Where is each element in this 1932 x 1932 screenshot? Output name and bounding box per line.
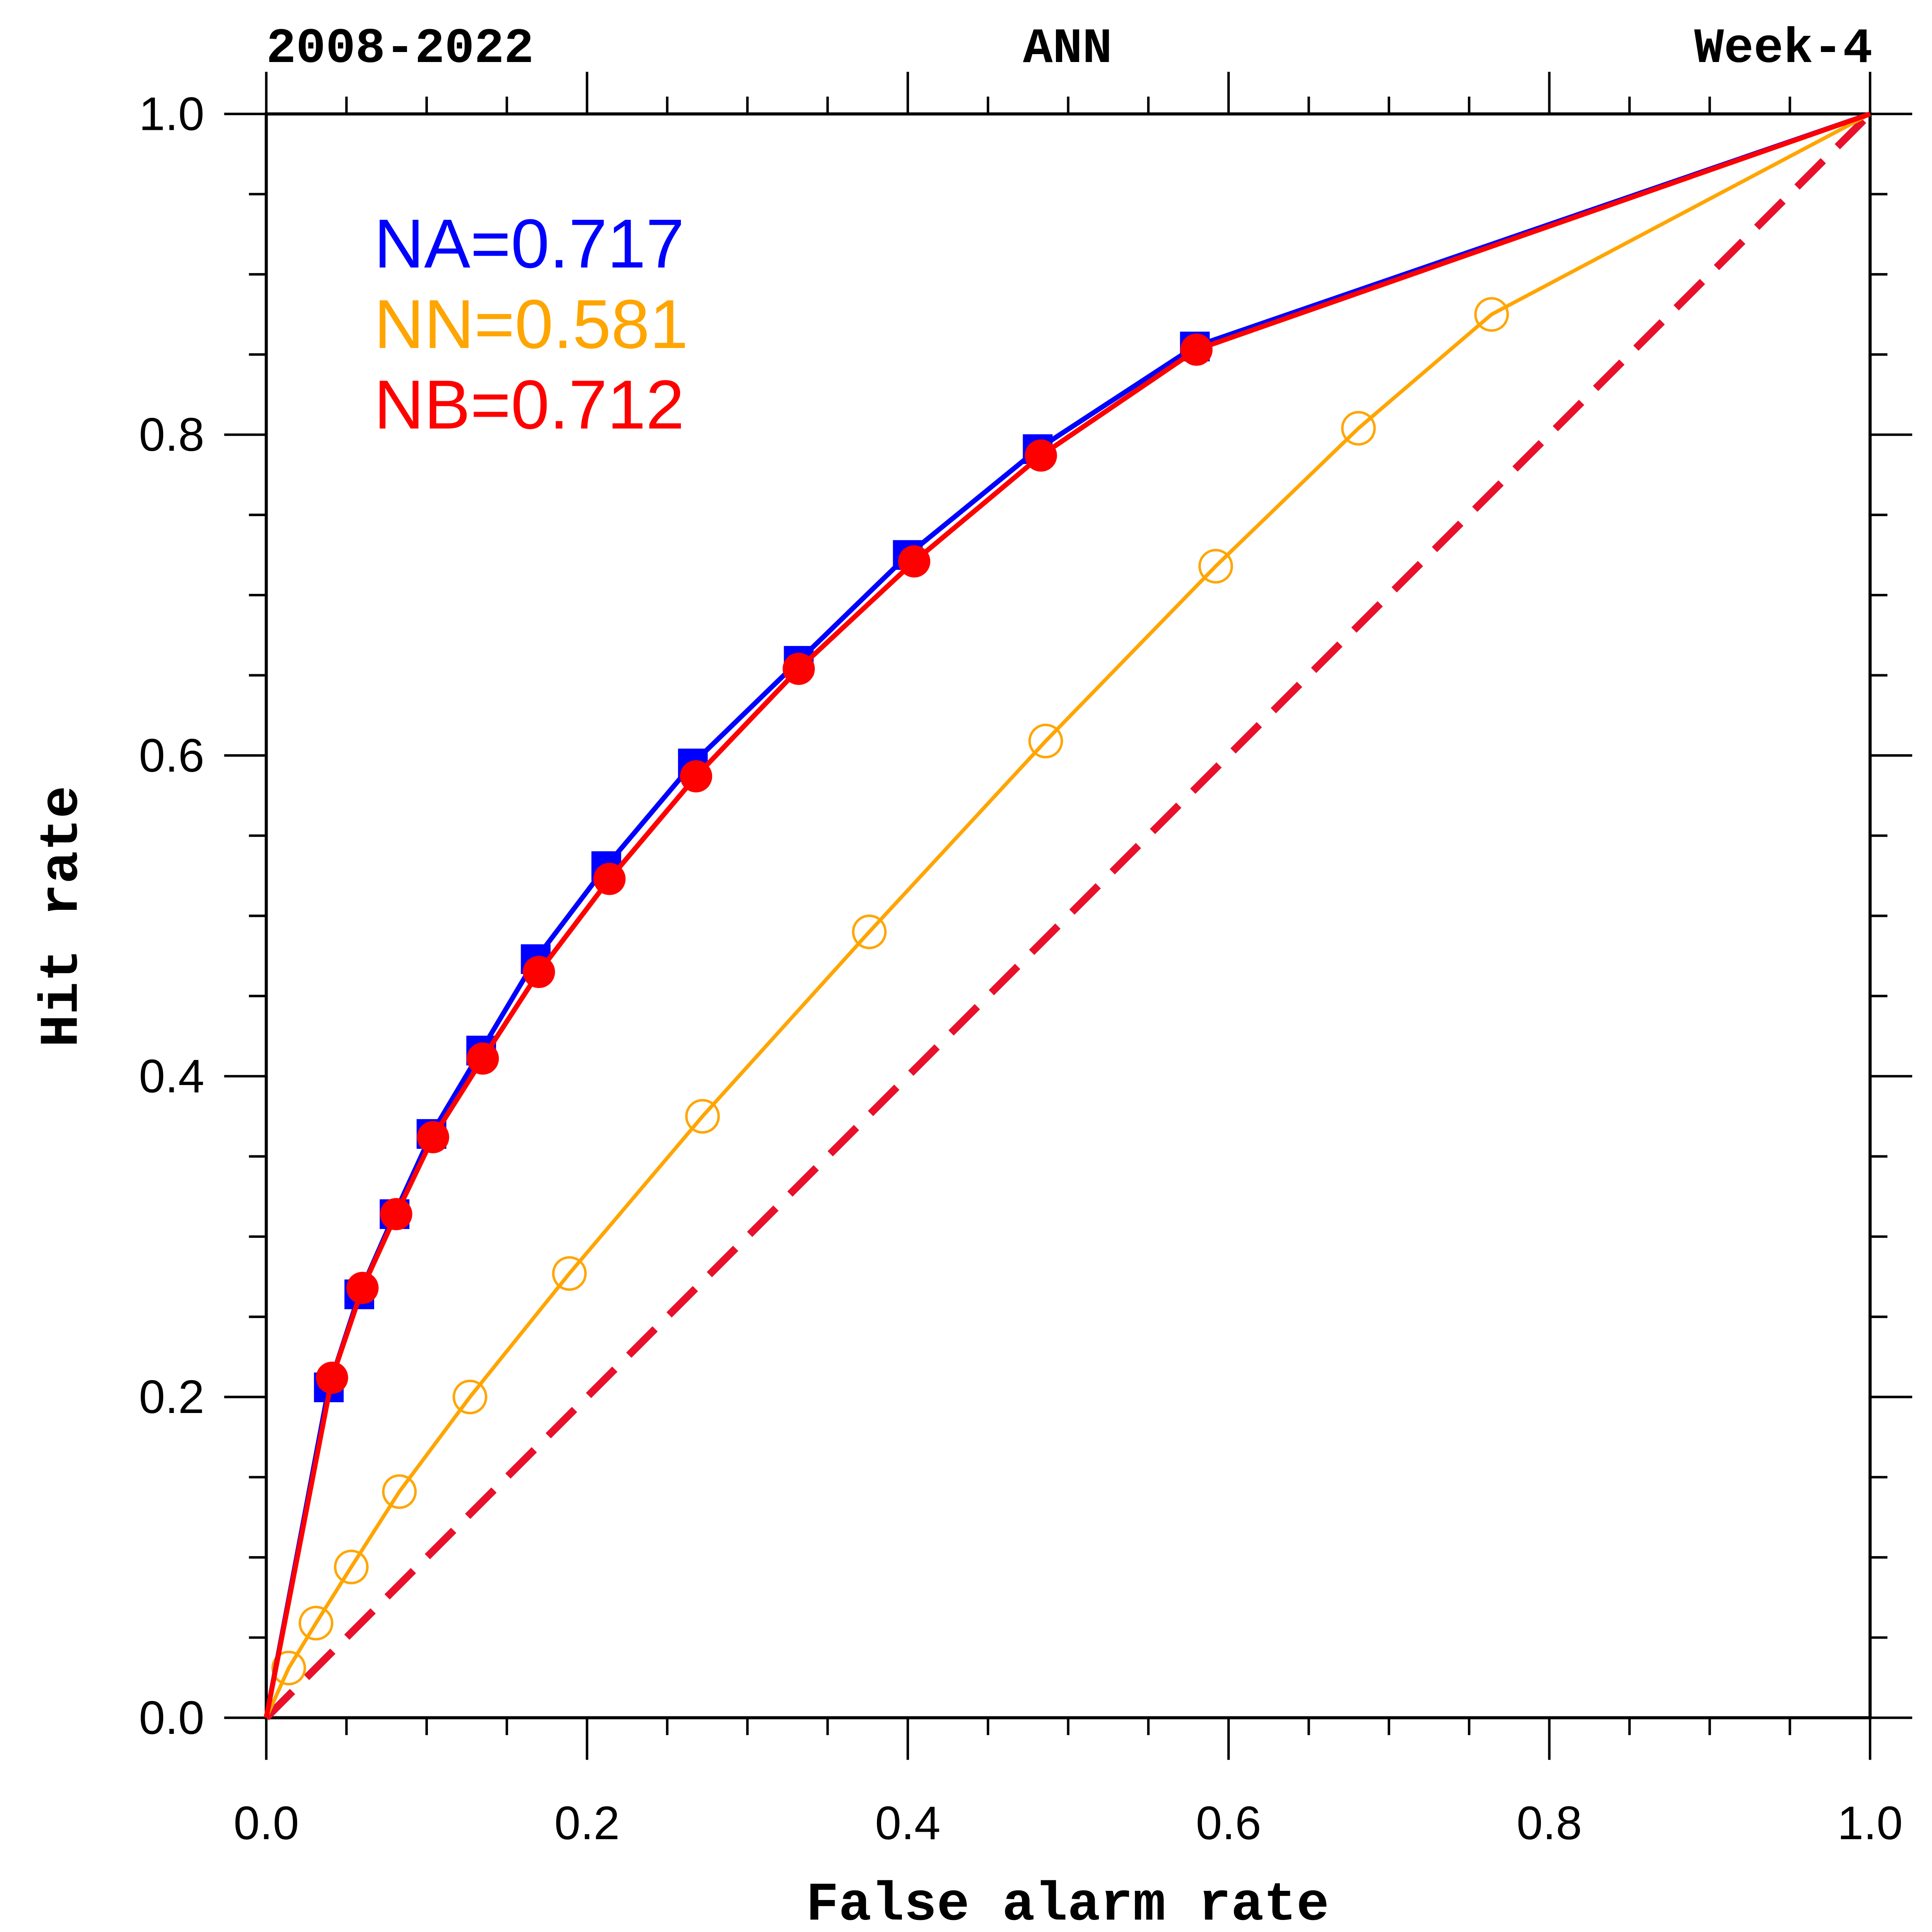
- x-axis-label: False alarm rate: [806, 1875, 1329, 1932]
- legend-entry-nn: NN=0.581: [374, 286, 688, 363]
- x-tick-label: 1.0: [1838, 1797, 1903, 1849]
- marker-nb: [782, 653, 815, 685]
- x-tick-label: 0.0: [233, 1797, 299, 1849]
- y-tick-label: 0.4: [139, 1050, 204, 1103]
- title-right: Week-4: [1694, 21, 1873, 77]
- x-tick-label: 0.8: [1517, 1797, 1582, 1849]
- marker-nb: [467, 1042, 499, 1075]
- x-tick-label: 0.4: [875, 1797, 941, 1849]
- marker-nn: [271, 1651, 306, 1686]
- marker-nb: [316, 1361, 348, 1394]
- marker-nb: [380, 1198, 412, 1230]
- reference-diagonal-line: [263, 111, 1873, 1721]
- series-line-nn: [264, 112, 1871, 1719]
- marker-nb: [898, 545, 931, 578]
- y-tick-label: 0.0: [139, 1691, 204, 1744]
- marker-nn: [382, 1474, 417, 1509]
- marker-nb: [1180, 333, 1213, 366]
- marker-nb: [523, 956, 555, 988]
- y-tick-label: 1.0: [139, 87, 204, 140]
- marker-nn: [685, 1099, 720, 1134]
- legend-entry-nb: NB=0.712: [374, 366, 685, 444]
- marker-nn: [452, 1379, 487, 1415]
- marker-nb: [680, 760, 713, 792]
- x-tick-label: 0.2: [554, 1797, 620, 1849]
- marker-nn: [298, 1606, 333, 1641]
- marker-nb: [1025, 439, 1057, 472]
- marker-nn: [552, 1256, 587, 1291]
- marker-nn: [1028, 723, 1063, 759]
- marker-nb: [346, 1271, 379, 1304]
- marker-nn: [1198, 549, 1233, 584]
- y-tick-label: 0.2: [139, 1371, 204, 1423]
- marker-nb: [593, 863, 626, 895]
- marker-nn: [852, 914, 887, 949]
- title-center: ANN: [1023, 21, 1112, 77]
- legend-entry-na: NA=0.717: [374, 205, 685, 283]
- y-axis-label: Hit rate: [32, 786, 93, 1047]
- y-tick-label: 0.8: [139, 408, 204, 461]
- x-tick-label: 0.6: [1196, 1797, 1261, 1849]
- marker-nb: [417, 1121, 449, 1153]
- marker-nn: [1341, 411, 1376, 446]
- marker-nn: [1474, 297, 1509, 332]
- title-left: 2008-2022: [266, 21, 534, 77]
- marker-nn: [334, 1550, 369, 1584]
- y-tick-label: 0.6: [139, 729, 204, 782]
